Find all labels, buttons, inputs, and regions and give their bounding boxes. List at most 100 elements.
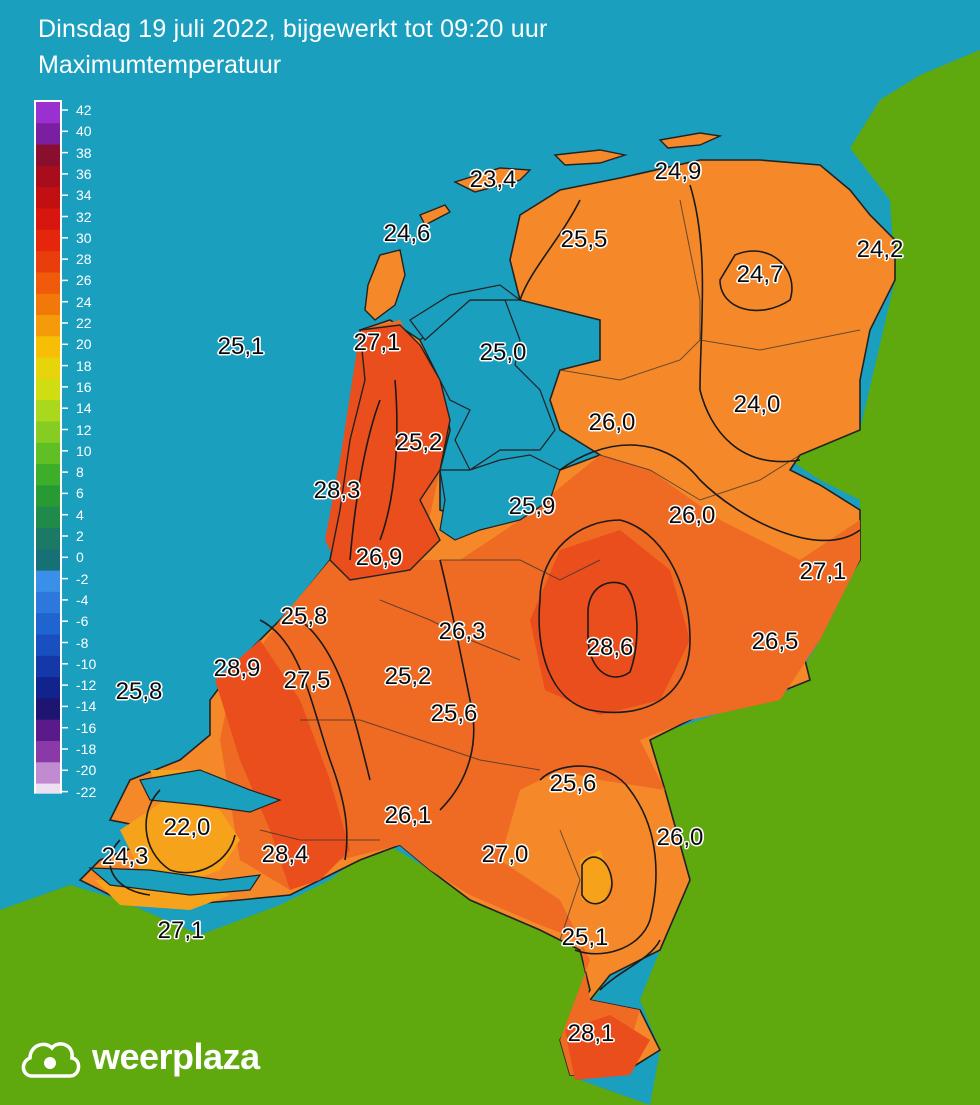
temperature-label: 26,0: [656, 824, 704, 851]
legend-swatch: [36, 187, 60, 209]
legend-tick-label: 6: [76, 485, 84, 502]
legend-tick-label: 36: [76, 165, 92, 182]
legend-tick-label: -8: [76, 634, 89, 651]
waddenzee-water: [409, 284, 522, 341]
legend-tick-label: 8: [76, 464, 84, 481]
cloud-icon: [21, 1042, 81, 1078]
legend-swatch: [36, 591, 60, 614]
temperature-label: 26,9: [355, 544, 403, 571]
legend-tick-label: 34: [76, 187, 92, 204]
isotherm-lines: [109, 184, 861, 991]
temperature-label: 28,1: [567, 1020, 615, 1047]
temperature-label: 25,9: [508, 493, 556, 520]
legend-tick-label: 32: [76, 208, 92, 225]
temperature-label: 24,7: [736, 261, 784, 288]
legend-tick-label: -12: [76, 677, 97, 694]
temperature-label: 24,3: [101, 843, 149, 870]
weerplaza-logo[interactable]: weerplaza: [22, 1034, 260, 1080]
temperature-label: 24,6: [383, 220, 431, 247]
legend-swatch: [36, 528, 60, 550]
temperature-label: 27,1: [799, 558, 847, 585]
temperature-label: 27,1: [353, 329, 401, 356]
temperature-label: 25,1: [561, 924, 609, 951]
texel-island: [364, 249, 406, 321]
temperature-label: 24,2: [856, 236, 904, 263]
legend-tick-label: 18: [76, 357, 92, 374]
legend-swatch: [36, 165, 60, 188]
legend-scale: [34, 100, 68, 794]
legend-tick-label: 26: [76, 272, 92, 289]
legend-tick-label: 12: [76, 421, 92, 438]
legend-swatch: [36, 570, 60, 593]
germany-land: [640, 50, 980, 1105]
legend-tick-label: 14: [76, 400, 92, 417]
legend-tick-label: 24: [76, 293, 92, 310]
province-borders: [259, 199, 861, 941]
temperature-label: 28,9: [213, 655, 261, 682]
temperature-label: 25,6: [549, 770, 597, 797]
legend-swatch: [36, 549, 60, 572]
legend-swatch: [36, 208, 60, 231]
legend-swatch: [36, 464, 60, 486]
legend-swatch: [36, 251, 60, 273]
terschelling-island: [453, 167, 532, 193]
temperature-label: 25,6: [430, 700, 478, 727]
legend-tick-label: 40: [76, 123, 92, 140]
temperature-label: 25,8: [115, 678, 163, 705]
markermeer-water: [439, 454, 561, 541]
brand-name: weerplaza: [92, 1036, 260, 1077]
temperature-label: 25,5: [560, 226, 608, 253]
legend-tick-label: 38: [76, 144, 92, 161]
legend-swatch: [36, 144, 60, 167]
temperature-label: 26,1: [384, 802, 432, 829]
temperature-label: 25,2: [384, 663, 432, 690]
legend-swatch: [36, 719, 60, 742]
legend-swatch: [36, 229, 60, 252]
legend-tick-label: 22: [76, 315, 92, 331]
legend-swatch: [36, 315, 60, 337]
legend-swatch: [36, 272, 60, 295]
legend-tick-label: 4: [76, 506, 84, 523]
legend-swatch: [36, 357, 60, 380]
legend-swatch: [36, 783, 60, 794]
isotherm-zone-28-30: [215, 330, 690, 1080]
legend-tick-labels: 42 40 38 36 34 32 30 28 26 24 22 20 18 16 14 12 10 8 6 4 2 0-…: [76, 102, 116, 799]
legend-swatch: [36, 123, 60, 146]
temperature-label: 27,0: [481, 841, 529, 868]
temperature-label: 25,8: [280, 603, 328, 630]
temperature-label: 25,1: [217, 333, 265, 360]
legend-swatch: [36, 506, 60, 529]
legend-tick-label: -4: [76, 591, 89, 608]
legend-swatch: [36, 421, 60, 444]
legend-tick-label: -14: [76, 698, 97, 715]
legend-tick-label: -18: [76, 741, 97, 757]
legend-tick-label: 2: [76, 528, 84, 544]
legend-swatch: [36, 485, 60, 508]
temperature-label: 26,0: [668, 502, 716, 529]
temperature-label: 28,4: [261, 841, 309, 868]
legend-swatch: [36, 655, 60, 678]
legend-tick-label: 30: [76, 229, 92, 246]
legend-swatch: [36, 613, 60, 635]
temperature-label: 27,1: [157, 917, 205, 944]
vlieland-island: [419, 204, 452, 226]
north-holland-land: [329, 324, 451, 581]
temperature-label: 23,4: [469, 166, 517, 193]
legend-tick-label: -22: [76, 783, 97, 800]
western-scheldt-water: [88, 867, 262, 896]
temperature-label: 25,0: [479, 339, 527, 366]
temperature-label: 28,3: [313, 477, 361, 504]
legend-tick-label: 10: [76, 442, 92, 459]
legend-tick-label: 20: [76, 336, 92, 353]
legend-swatch: [36, 442, 60, 465]
legend-swatch: [36, 677, 60, 699]
temperature-label: 25,2: [395, 429, 443, 456]
temperature-label: 22,0: [163, 814, 211, 841]
temperature-label: 24,0: [733, 391, 781, 418]
legend-tick-label: 16: [76, 378, 92, 395]
isotherm-zone-22-24: [95, 770, 612, 910]
map-title: Dinsdag 19 juli 2022, bijgewerkt tot 09:…: [38, 15, 548, 43]
legend-swatch: [36, 762, 60, 785]
legend-swatch: [36, 378, 60, 401]
legend-tick-label: -10: [76, 655, 97, 672]
